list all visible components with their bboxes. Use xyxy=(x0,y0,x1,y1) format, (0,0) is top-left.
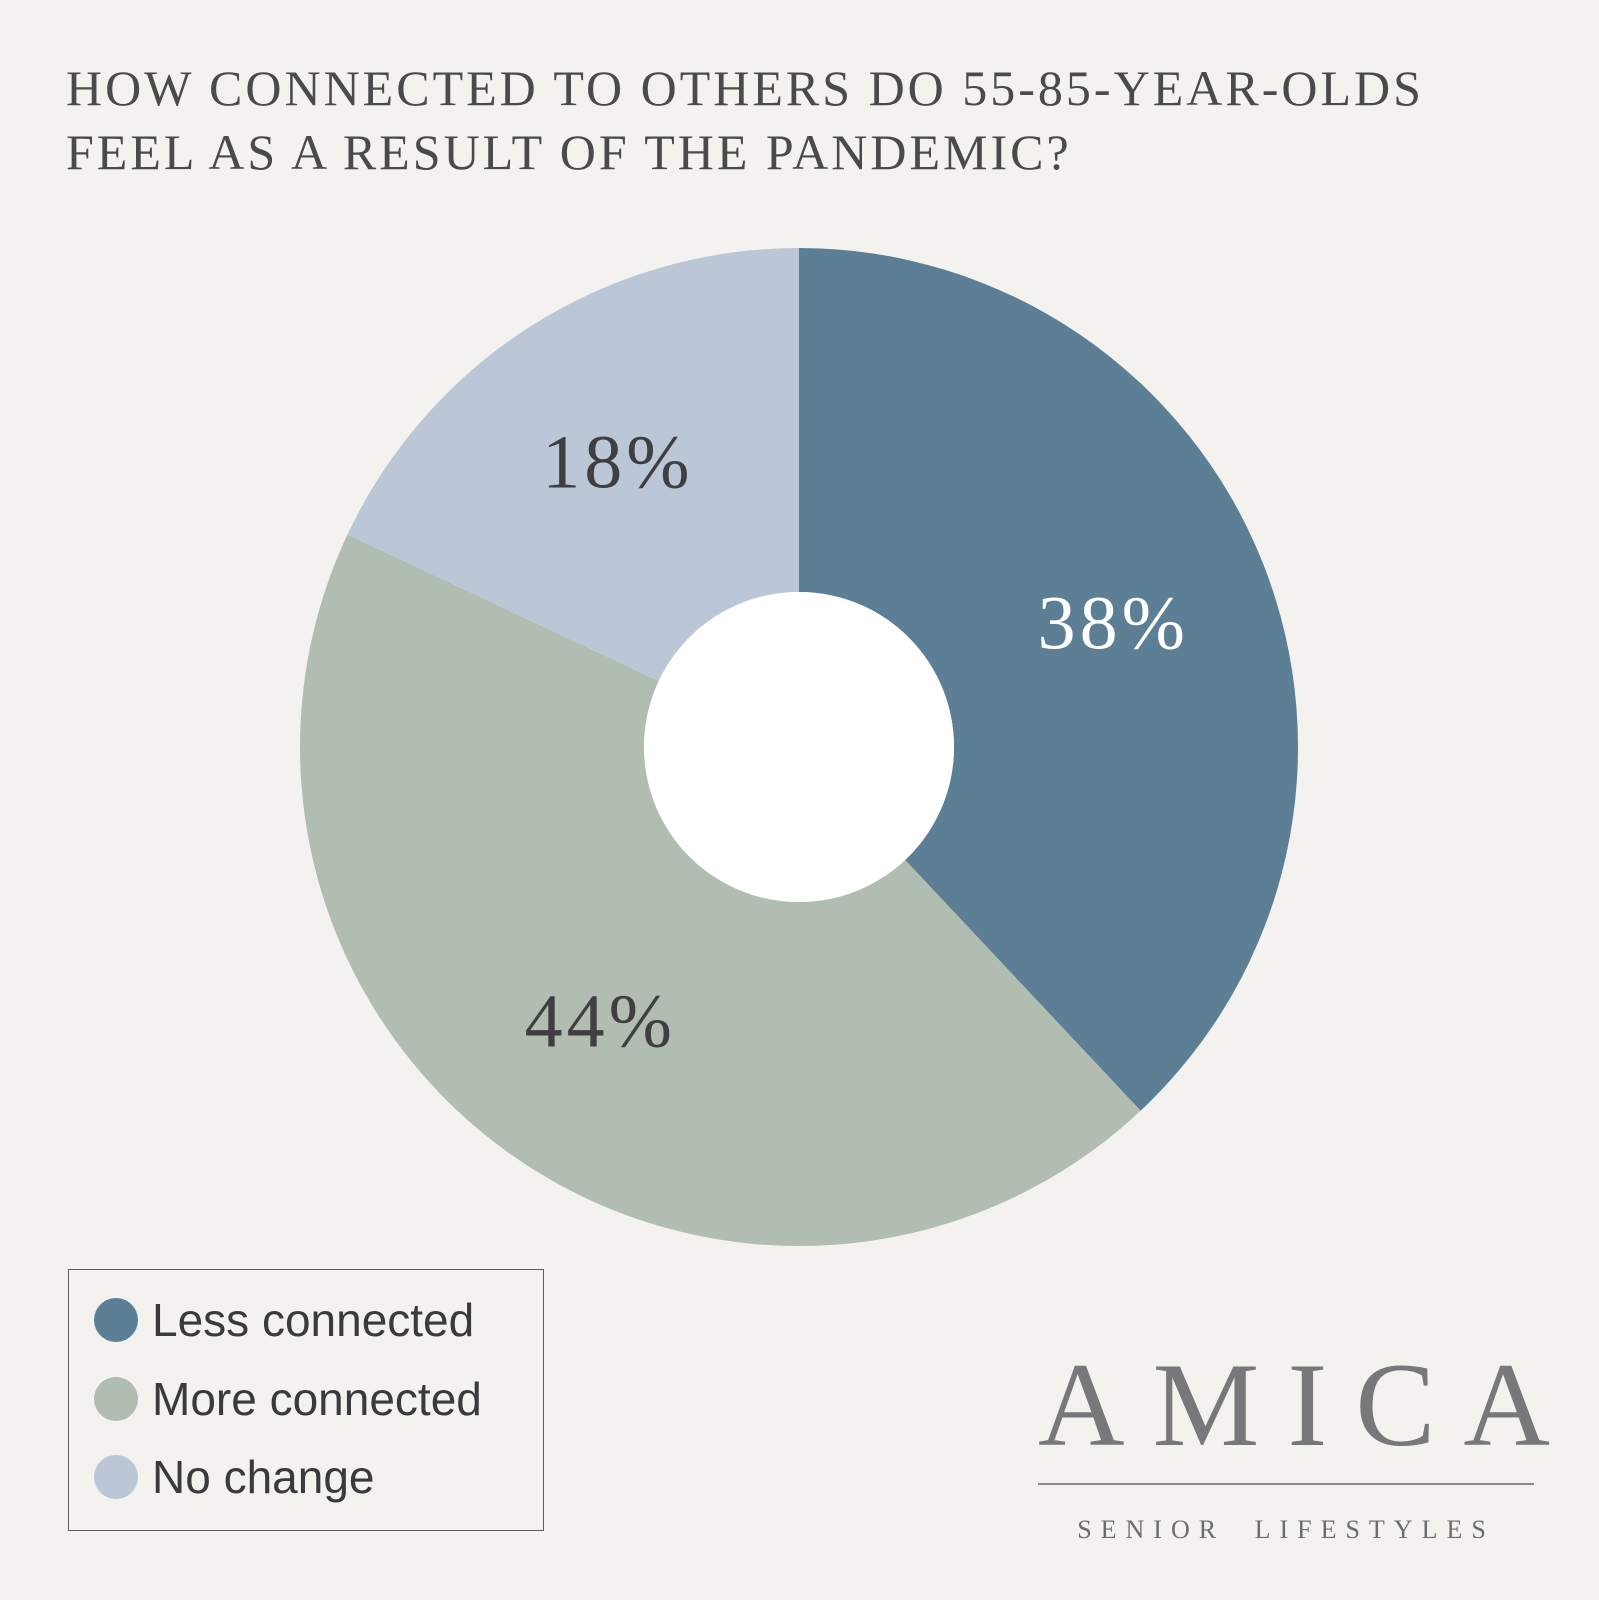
legend-label-no-change: No change xyxy=(152,1451,375,1503)
legend-item-no-change: No change xyxy=(94,1447,375,1507)
legend-swatch-more-connected xyxy=(94,1377,138,1421)
data-label-no-change: 18% xyxy=(542,421,693,505)
donut-hole xyxy=(644,592,954,902)
legend-swatch-less-connected xyxy=(94,1298,138,1342)
amica-logo: AMICA SENIOR LIFESTYLES xyxy=(1038,1345,1550,1545)
chart-title-line-1: HOW CONNECTED TO OTHERS DO 55-85-YEAR-OL… xyxy=(66,60,1424,116)
legend-item-less-connected: Less connected xyxy=(94,1290,474,1350)
legend-swatch-no-change xyxy=(94,1455,138,1499)
chart-title: HOW CONNECTED TO OTHERS DO 55-85-YEAR-OL… xyxy=(66,56,1546,184)
legend-label-less-connected: Less connected xyxy=(152,1294,475,1346)
logo-tagline: SENIOR LIFESTYLES xyxy=(1077,1515,1495,1544)
data-label-more-connected: 44% xyxy=(525,979,676,1063)
donut-slice-less-connected xyxy=(799,248,1298,1111)
data-label-less-connected: 38% xyxy=(1038,582,1189,666)
legend-item-more-connected: More connected xyxy=(94,1369,482,1429)
chart-title-line-2: FEEL AS A RESULT OF THE PANDEMIC? xyxy=(66,124,1072,180)
donut-slice-no-change xyxy=(347,248,799,682)
chart-legend: Less connected More connected No change xyxy=(68,1269,544,1531)
logo-divider xyxy=(1038,1483,1534,1485)
legend-label-more-connected: More connected xyxy=(152,1373,482,1425)
donut-slice-more-connected xyxy=(300,534,1141,1246)
logo-wordmark: AMICA xyxy=(1038,1338,1579,1471)
